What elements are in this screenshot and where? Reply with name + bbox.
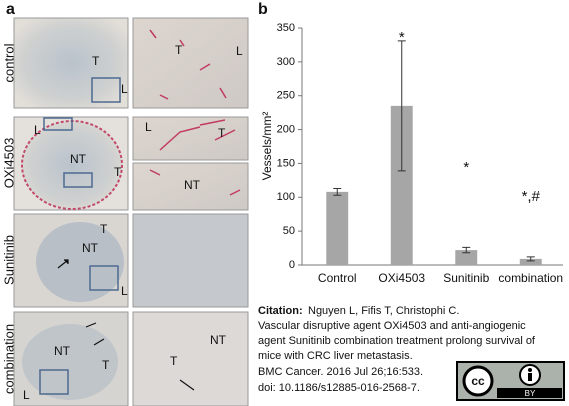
citation-line: Nguyen L, Fifis T, Christophi C.	[308, 305, 459, 317]
image-label: NT	[70, 152, 87, 166]
image-label: L	[34, 123, 41, 137]
image-label: NT	[82, 241, 99, 255]
y-tick-label: 150	[277, 157, 295, 169]
error-bar	[462, 246, 471, 254]
significance-label: *	[399, 29, 405, 46]
tissue	[22, 324, 118, 400]
row-labels: control OXi4503 Sunitinib combination	[1, 43, 16, 394]
error-bar	[397, 40, 406, 172]
image	[132, 213, 249, 308]
x-tick-label: Control	[318, 271, 357, 285]
panel-label: a	[6, 1, 15, 18]
citation-line: BMC Cancer. 2016 Jul 26;16:533.	[258, 366, 423, 378]
image-label: T	[102, 358, 110, 372]
image-label: L	[145, 120, 152, 134]
citation-line: mice with CRC liver metastasis.	[258, 350, 413, 362]
error-bar	[333, 187, 342, 196]
y-tick-label: 350	[277, 22, 295, 34]
image-label: NT	[210, 333, 227, 347]
y-tick-label: 300	[277, 56, 295, 68]
citation-line: Vascular disruptive agent OXi4503 and an…	[258, 320, 526, 332]
y-tick-label: 250	[277, 90, 295, 102]
row-label: Sunitinib	[1, 235, 16, 285]
image	[132, 311, 249, 406]
bar	[390, 105, 413, 265]
image-label: T	[218, 126, 226, 140]
image-label: NT	[184, 178, 201, 192]
y-tick-label: 0	[289, 259, 295, 271]
citation-line: agent Sunitinib combination treatment pr…	[258, 335, 536, 347]
x-tick-label: combination	[498, 271, 563, 285]
x-tick-label: OXi4503	[378, 271, 425, 285]
image	[132, 116, 249, 161]
inset-boxes	[39, 77, 121, 395]
image	[13, 17, 129, 109]
citation-label: Citation:	[258, 305, 303, 317]
arrows	[57, 259, 195, 391]
image-label: L	[23, 388, 30, 402]
error-bar	[526, 256, 535, 262]
image-label: NT	[54, 344, 71, 358]
row-label: control	[1, 43, 16, 82]
y-tick-label: 100	[277, 191, 295, 203]
row-label: OXi4503	[1, 138, 16, 189]
significance-label: *,#	[522, 188, 541, 205]
by-text: BY	[525, 389, 536, 398]
chart: 0 50 100 150 200 250 300 350 Control OXi4503 * Suni…	[277, 22, 563, 285]
image-label: T	[114, 165, 122, 179]
image-label: T	[175, 43, 183, 57]
citation: Citation: Nguyen L, Fifis T, Christophi …	[258, 305, 536, 394]
y-axis-title: Vessels/mm²	[260, 112, 274, 181]
image-label: L	[121, 82, 128, 96]
row-label: combination	[1, 324, 16, 394]
cc-text: cc	[471, 374, 485, 388]
image-label: L	[121, 284, 128, 298]
bar	[519, 258, 542, 265]
vessels	[149, 29, 241, 196]
micrographs	[13, 17, 249, 406]
image-label: T	[170, 354, 178, 368]
image-label: L	[236, 44, 243, 58]
cc-badge: cc BY	[456, 361, 565, 401]
image-labels: T L T L L NT T L T NT T NT L NT T L NT T	[23, 43, 243, 402]
bar	[455, 250, 478, 265]
citation-line: doi: 10.1186/s12885-016-2568-7.	[258, 382, 420, 394]
y-tick-label: 200	[277, 123, 295, 135]
image-label: T	[100, 222, 108, 236]
image-label: T	[92, 54, 100, 68]
bar	[326, 191, 349, 265]
x-tick-label: Sunitinib	[443, 271, 489, 285]
tissue	[36, 222, 124, 302]
panel-label: b	[258, 1, 268, 18]
y-tick-label: 50	[283, 225, 295, 237]
significance-label: *	[463, 159, 469, 176]
